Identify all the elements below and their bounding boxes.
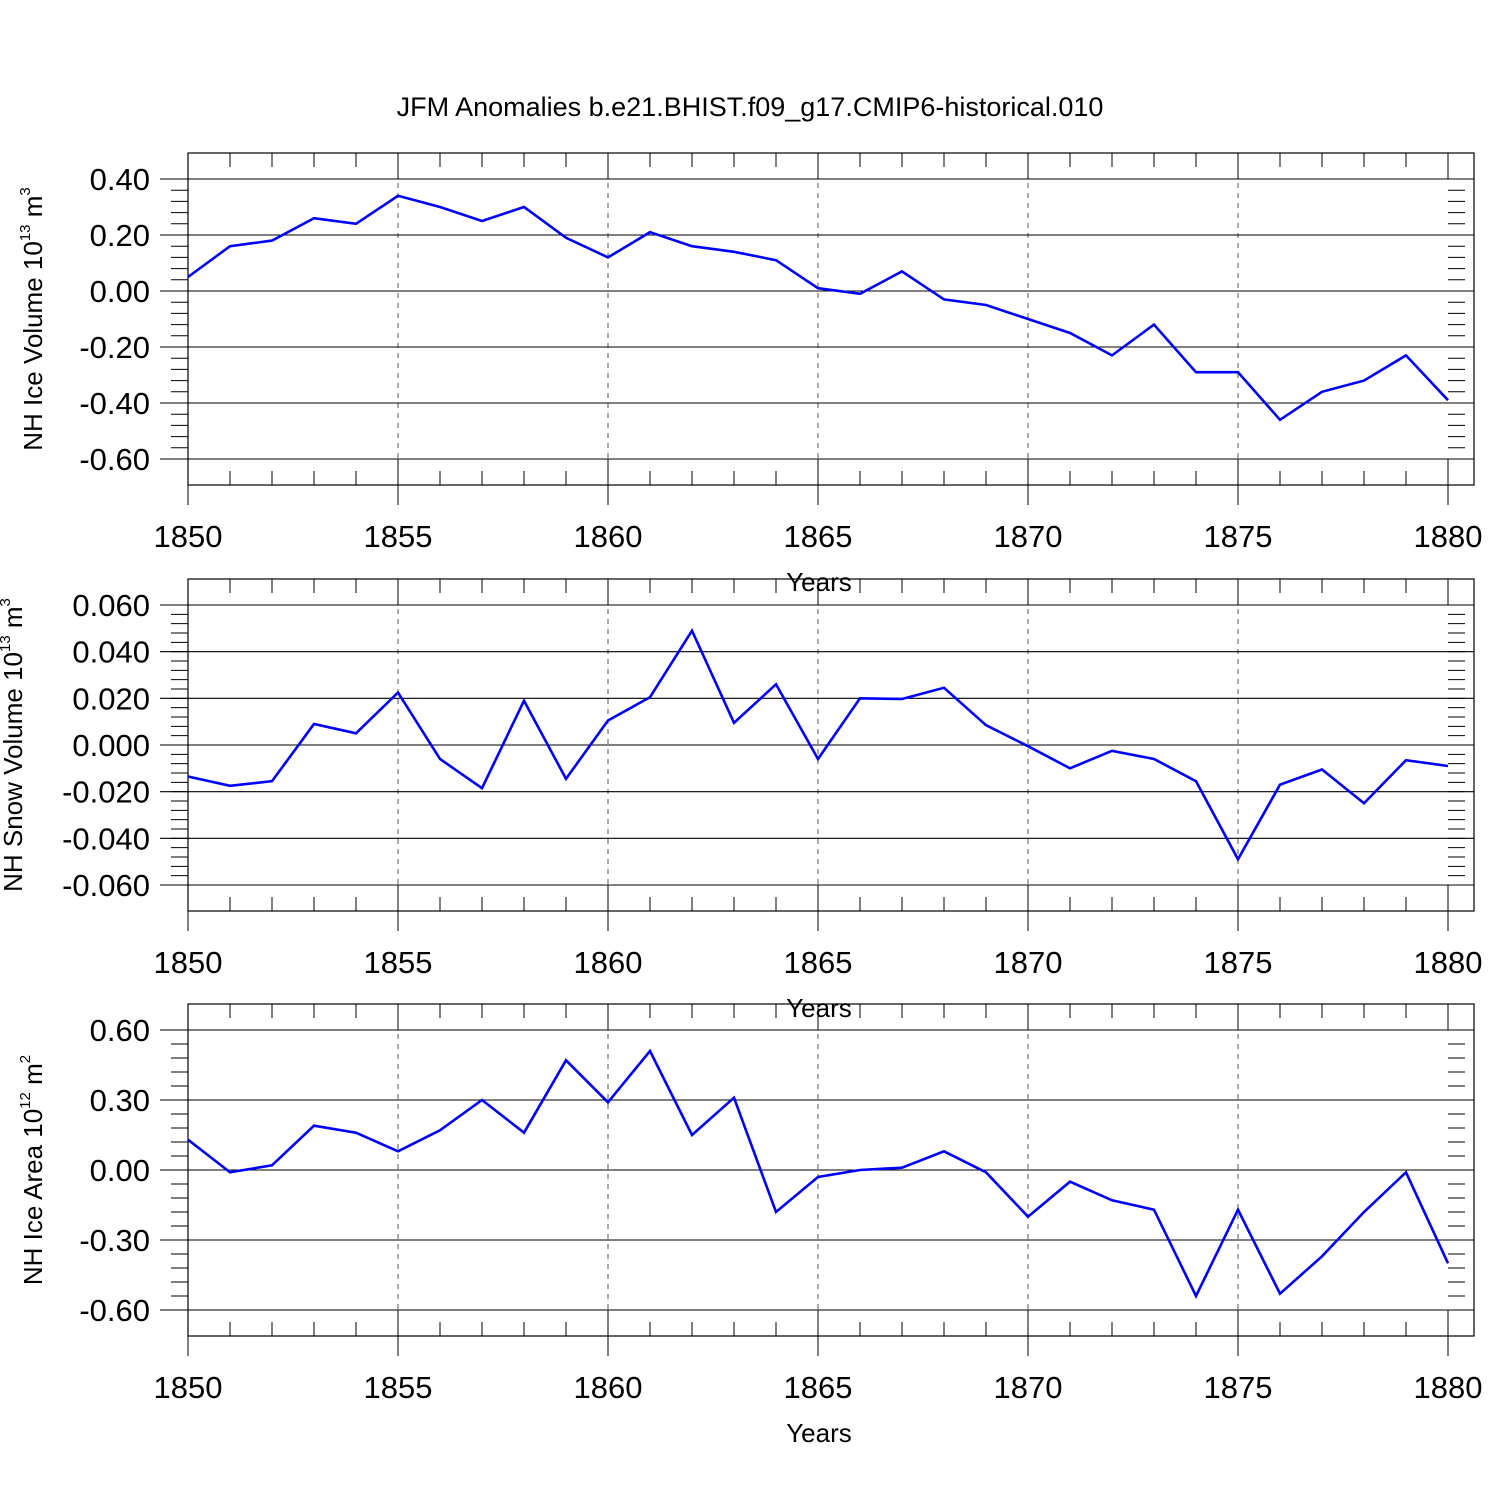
y-tick-label: 0.40	[90, 162, 150, 197]
x-axis-label: Years	[786, 993, 852, 1023]
y-tick-label: -0.060	[62, 868, 150, 903]
y-tick-label: 0.060	[72, 588, 150, 623]
x-tick-label: 1850	[154, 1370, 223, 1405]
y-tick-label: 0.040	[72, 635, 150, 670]
chart-panel-1: 0.40 0.20 0.00 -0.20 -0.40 -0.60 1850 1855 1860 1…	[17, 152, 1483, 597]
y-label-exponent: 2	[17, 1055, 34, 1063]
y-axis-label: NH Ice Volume 1013 m3	[17, 187, 48, 450]
y-axis-label: NH Ice Area 1012 m2	[17, 1055, 48, 1285]
y-label-text: m	[18, 196, 48, 225]
y-tick-label: -0.020	[62, 775, 150, 810]
x-tick-label: 1850	[154, 519, 223, 554]
y-tick-label: -0.30	[79, 1223, 150, 1258]
series-line	[187, 1048, 1450, 1299]
x-tick-label: 1860	[574, 945, 643, 980]
y-tick-label: 0.000	[72, 728, 150, 763]
y-label-text: m	[0, 606, 28, 635]
y-tick-label: -0.60	[79, 1293, 150, 1328]
x-tick-label: 1870	[994, 519, 1063, 554]
y-label-exponent: 3	[17, 187, 34, 195]
y-tick-label: 0.20	[90, 218, 150, 253]
y-label-exponent: 13	[17, 224, 34, 241]
y-tick-label: 0.30	[90, 1083, 150, 1118]
x-tick-label: 1855	[364, 945, 433, 980]
chart-title: JFM Anomalies b.e21.BHIST.f09_g17.CMIP6-…	[397, 92, 1104, 122]
y-label-text: NH Ice Area 10	[18, 1109, 48, 1285]
series-line	[187, 627, 1449, 862]
x-tick-label: 1855	[364, 1370, 433, 1405]
y-label-text: NH Ice Volume 10	[18, 241, 48, 451]
y-tick-label: -0.40	[79, 386, 150, 421]
x-axis-label: Years	[786, 567, 852, 597]
x-tick-label: 1855	[364, 519, 433, 554]
series-line	[187, 194, 1449, 422]
chart-panel-3: 0.60 0.30 0.00 -0.30 -0.60 1850 1855 1860 1865 18…	[17, 1003, 1483, 1448]
x-tick-label: 1860	[574, 519, 643, 554]
y-label-exponent: 13	[0, 635, 14, 652]
y-axis-label: NH Snow Volume 1013 m3	[0, 598, 28, 892]
y-label-exponent: 3	[0, 598, 14, 606]
y-label-text: NH Snow Volume 10	[0, 652, 28, 892]
x-tick-label: 1860	[574, 1370, 643, 1405]
y-label-exponent: 12	[17, 1092, 34, 1109]
x-tick-label: 1880	[1414, 1370, 1483, 1405]
y-tick-label: 0.00	[90, 1153, 150, 1188]
x-tick-label: 1875	[1204, 519, 1273, 554]
x-tick-label: 1870	[994, 1370, 1063, 1405]
y-tick-label: 0.00	[90, 274, 150, 309]
y-tick-label: -0.20	[79, 330, 150, 365]
x-tick-label: 1850	[154, 945, 223, 980]
y-tick-label: -0.60	[79, 442, 150, 477]
y-label-text: m	[18, 1063, 48, 1092]
x-axis-label: Years	[786, 1418, 852, 1448]
plot-frame	[187, 152, 1475, 486]
x-tick-label: 1880	[1414, 519, 1483, 554]
x-tick-label: 1880	[1414, 945, 1483, 980]
x-tick-label: 1875	[1204, 945, 1273, 980]
y-tick-label: 0.020	[72, 681, 150, 716]
y-tick-label: -0.040	[62, 821, 150, 856]
x-tick-label: 1865	[784, 1370, 853, 1405]
x-tick-label: 1870	[994, 945, 1063, 980]
x-tick-label: 1865	[784, 519, 853, 554]
y-tick-label: 0.60	[90, 1013, 150, 1048]
x-tick-label: 1875	[1204, 1370, 1273, 1405]
x-tick-label: 1865	[784, 945, 853, 980]
chart-panel-2: 0.060 0.040 0.020 0.000 -0.020 -0.040 -0.060 18…	[0, 578, 1483, 1023]
panels: 0.40 0.20 0.00 -0.20 -0.40 -0.60 1850 1855 1860 1…	[0, 152, 1483, 1448]
